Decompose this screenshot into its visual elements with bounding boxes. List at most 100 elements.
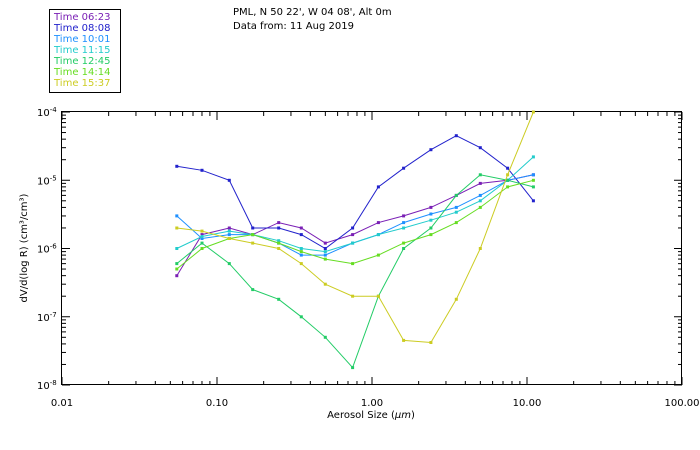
data-point — [323, 247, 327, 250]
series-time-10-01 — [175, 173, 535, 257]
y-axis-label: dV/d(log R) (cm³/cm³) — [19, 193, 30, 302]
data-point — [251, 288, 255, 292]
data-point — [429, 148, 433, 152]
series-time-12-45 — [175, 173, 535, 370]
data-point — [478, 199, 482, 203]
data-point — [200, 233, 204, 237]
data-point — [429, 205, 433, 209]
series-time-14-14 — [175, 178, 535, 271]
data-point — [376, 253, 380, 257]
series-time-06-23 — [175, 173, 535, 278]
legend-entry: Time 15:37 — [53, 78, 110, 89]
data-point — [175, 214, 179, 218]
x-axis-label: Aerosol Size (μm) — [327, 410, 415, 421]
data-point — [531, 199, 535, 203]
data-point — [376, 233, 380, 237]
data-point — [402, 338, 406, 342]
data-point — [299, 315, 303, 319]
series-time-08-08 — [175, 134, 535, 250]
data-point — [454, 297, 458, 301]
x-tick-label: 0.10 — [206, 398, 228, 409]
data-point — [323, 253, 327, 257]
data-point — [478, 173, 482, 177]
data-point — [227, 229, 231, 233]
data-point — [299, 226, 303, 230]
data-point — [454, 205, 458, 209]
data-point — [351, 294, 355, 298]
data-point — [478, 205, 482, 209]
data-point — [277, 239, 281, 243]
data-point — [376, 221, 380, 225]
data-point — [531, 173, 535, 177]
data-point — [454, 221, 458, 225]
legend-entry: Time 10:01 — [53, 34, 110, 45]
data-point — [175, 164, 179, 168]
legend-entry: Time 12:45 — [53, 56, 110, 67]
legend: Time 06:23 Time 08:08 Time 10:01 Time 11… — [49, 9, 121, 93]
x-tick-label: 100.00 — [665, 398, 700, 409]
data-point — [351, 366, 355, 370]
data-point — [429, 233, 433, 237]
data-point — [402, 247, 406, 250]
data-point — [506, 178, 510, 182]
data-point — [323, 241, 327, 245]
data-point — [277, 221, 281, 225]
data-point — [277, 247, 281, 250]
data-point — [299, 233, 303, 237]
data-point — [175, 267, 179, 271]
series-line — [176, 174, 534, 256]
data-point — [277, 241, 281, 245]
data-point — [351, 226, 355, 230]
data-point — [506, 166, 510, 170]
data-point — [200, 229, 204, 233]
data-point — [323, 282, 327, 286]
data-point — [429, 212, 433, 216]
data-point — [351, 233, 355, 237]
data-point — [277, 297, 281, 301]
data-point — [227, 262, 231, 266]
data-point — [376, 185, 380, 189]
data-point — [478, 181, 482, 185]
data-point — [251, 226, 255, 230]
x-tick-label: 1.00 — [361, 398, 383, 409]
data-point — [323, 335, 327, 339]
data-point — [351, 262, 355, 266]
legend-entry: Time 08:08 — [53, 23, 110, 34]
y-tick-label: 10-4 — [37, 106, 57, 119]
data-point — [454, 134, 458, 138]
data-point — [402, 214, 406, 218]
data-point — [402, 221, 406, 225]
data-point — [251, 241, 255, 245]
series-line — [176, 174, 534, 369]
data-point — [227, 226, 231, 230]
data-point — [200, 237, 204, 240]
data-point — [200, 235, 204, 238]
data-point — [277, 226, 281, 230]
data-point — [478, 146, 482, 150]
data-point — [429, 341, 433, 344]
data-point — [175, 226, 179, 230]
data-point — [299, 247, 303, 250]
x-tick-label: 10.00 — [513, 398, 542, 409]
data-point — [478, 247, 482, 250]
y-tick-label: 10-7 — [37, 311, 57, 324]
data-point — [531, 185, 535, 189]
data-point — [376, 294, 380, 298]
data-point — [531, 155, 535, 159]
y-tick-label: 10-6 — [37, 243, 57, 256]
data-point — [506, 173, 510, 177]
data-point — [299, 262, 303, 266]
data-point — [200, 241, 204, 245]
data-point — [323, 257, 327, 261]
data-point — [299, 253, 303, 257]
data-point — [175, 262, 179, 266]
data-point — [506, 185, 510, 189]
series-line — [176, 174, 534, 276]
series-time-15-37 — [175, 110, 535, 344]
data-point — [251, 233, 255, 237]
data-point — [429, 218, 433, 222]
legend-entry: Time 11:15 — [53, 45, 110, 56]
data-point — [478, 193, 482, 197]
chart-subtitle: Data from: 11 Aug 2019 — [233, 21, 354, 32]
